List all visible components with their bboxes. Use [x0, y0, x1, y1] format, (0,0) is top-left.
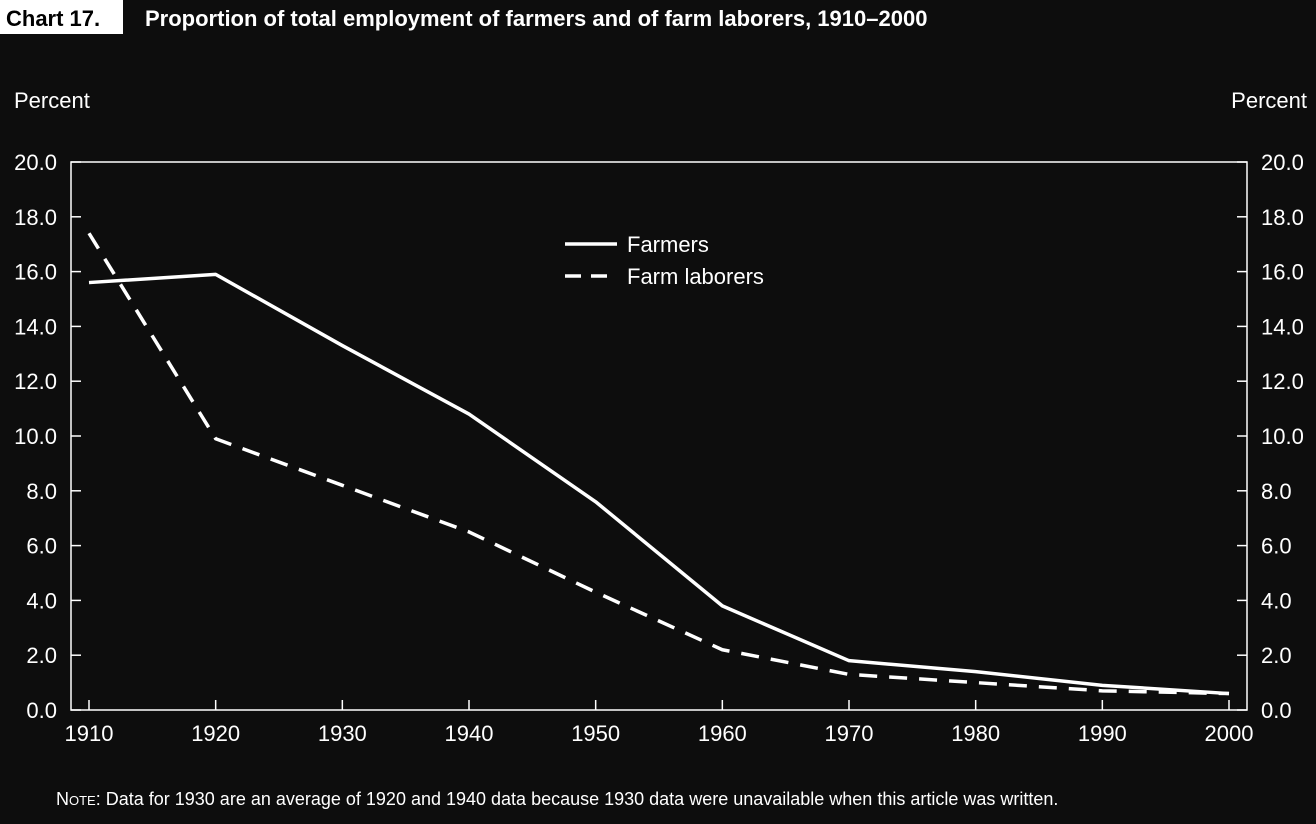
y-axis-label-right: Percent [1231, 88, 1307, 113]
x-tick-label: 2000 [1205, 721, 1254, 746]
y-tick-label-right: 20.0 [1261, 150, 1304, 175]
note-prefix-N: N [56, 789, 69, 809]
y-tick-label-left: 18.0 [14, 205, 57, 230]
x-tick-label: 1920 [191, 721, 240, 746]
series-line-farm-laborers [87, 232, 1230, 696]
y-tick-label-right: 18.0 [1261, 205, 1304, 230]
x-tick-label: 1960 [698, 721, 747, 746]
series-line-farmers [88, 272, 1230, 696]
y-tick-label-left: 12.0 [14, 369, 57, 394]
y-tick-label-right: 12.0 [1261, 369, 1304, 394]
x-tick-label: 1980 [951, 721, 1000, 746]
chart-label-box [0, 0, 123, 34]
series-layer [87, 232, 1230, 696]
y-tick-label-right: 4.0 [1261, 588, 1292, 613]
y-tick-label-right: 10.0 [1261, 424, 1304, 449]
note-text: : Data for 1930 are an average of 1920 a… [96, 789, 1059, 809]
x-tick-label: 1940 [445, 721, 494, 746]
legend-label: Farm laborers [627, 264, 764, 289]
y-tick-label-left: 0.0 [26, 698, 57, 723]
x-tick-label: 1910 [65, 721, 114, 746]
y-tick-label-right: 0.0 [1261, 698, 1292, 723]
y-tick-label-left: 4.0 [26, 588, 57, 613]
legend: Farmers Farm laborers [565, 232, 764, 289]
x-tick-label: 1930 [318, 721, 367, 746]
x-tick-label: 1970 [825, 721, 874, 746]
y-axis-label-left: Percent [14, 88, 90, 113]
y-tick-label-right: 8.0 [1261, 479, 1292, 504]
note: NOTE: Data for 1930 are an average of 19… [56, 789, 1058, 809]
y-tick-label-left: 2.0 [26, 643, 57, 668]
x-tick-label: 1990 [1078, 721, 1127, 746]
y-tick-label-left: 20.0 [14, 150, 57, 175]
chart-title: Proportion of total employment of farmer… [145, 6, 927, 31]
y-tick-label-left: 6.0 [26, 534, 57, 559]
y-tick-label-left: 8.0 [26, 479, 57, 504]
legend-label: Farmers [627, 232, 709, 257]
y-tick-label-right: 6.0 [1261, 534, 1292, 559]
y-tick-label-right: 16.0 [1261, 260, 1304, 285]
chart-label: Chart 17. [6, 6, 100, 31]
y-tick-label-right: 14.0 [1261, 314, 1304, 339]
y-tick-label-left: 14.0 [14, 314, 57, 339]
ticks-layer: 0.0 0.0 2.0 2.0 4.0 4.0 6.0 6.0 8.0 8.0 10.0 10.0 12… [14, 150, 1304, 746]
note-prefix-rest: OTE [69, 793, 96, 808]
y-tick-label-left: 10.0 [14, 424, 57, 449]
x-tick-label: 1950 [571, 721, 620, 746]
y-tick-label-left: 16.0 [14, 260, 57, 285]
y-tick-label-right: 2.0 [1261, 643, 1292, 668]
